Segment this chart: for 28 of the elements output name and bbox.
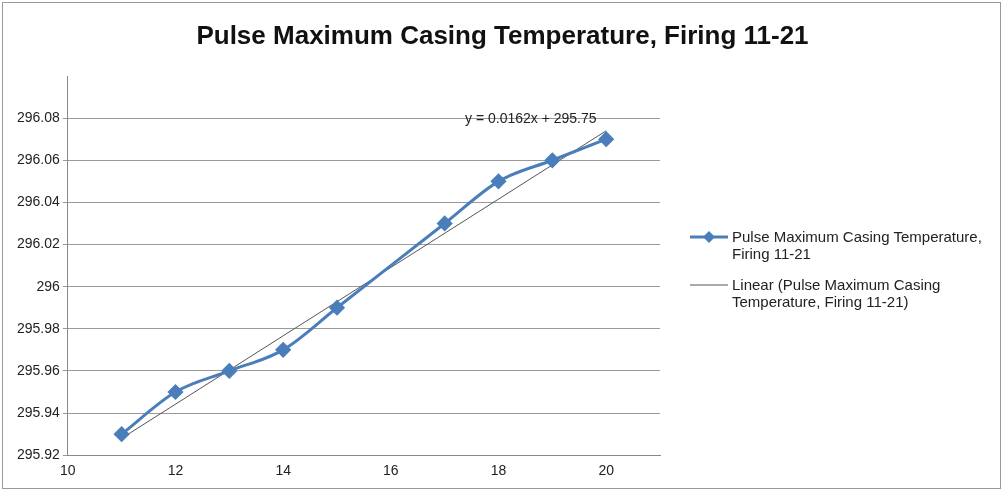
x-tick-label: 14	[275, 462, 292, 479]
x-tick-label: 18	[490, 462, 507, 479]
x-tick-label: 20	[598, 462, 615, 479]
legend-label: Pulse Maximum Casing Temperature, Firing 11-21	[732, 228, 983, 262]
legend-label: Linear (Pulse Maximum Casing Temperature, Firing 11-21)	[732, 276, 942, 310]
point	[275, 342, 291, 358]
y-tick-label: 295.98	[16, 319, 61, 336]
point	[114, 426, 130, 442]
point	[437, 215, 453, 231]
y-tick-label: 296.06	[16, 151, 61, 168]
point	[544, 152, 560, 168]
x-tick-label: 12	[167, 462, 184, 479]
point	[329, 300, 345, 316]
chart-title: Pulse Maximum Casing Temperature, Firing 11-21	[195, 20, 810, 51]
x-tick-label: 16	[383, 462, 399, 479]
y-tick-label: 296.04	[16, 193, 61, 210]
y-tick-label: 295.92	[16, 446, 61, 463]
y-tick-label: 296.08	[16, 108, 61, 125]
annotation: y = 0.0162x + 295.75	[465, 109, 597, 126]
point	[167, 384, 183, 400]
point	[598, 131, 614, 147]
x-tick-label: 10	[60, 462, 76, 479]
y-tick-label: 295.94	[16, 403, 61, 420]
y-tick-label: 295.96	[16, 361, 61, 378]
y-tick-label: 296	[36, 277, 61, 294]
point	[221, 363, 237, 379]
point	[491, 173, 506, 189]
y-tick-label: 296.02	[16, 235, 61, 252]
